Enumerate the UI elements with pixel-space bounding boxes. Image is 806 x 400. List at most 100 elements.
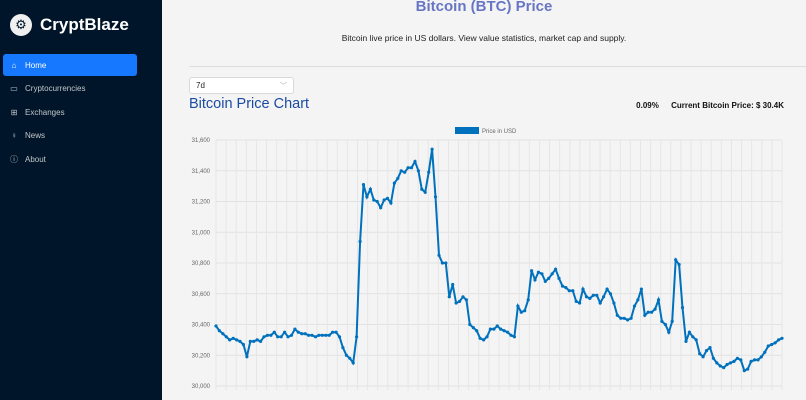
- data-point[interactable]: [728, 361, 733, 365]
- data-point[interactable]: [550, 272, 554, 276]
- data-point[interactable]: [735, 356, 740, 360]
- data-point[interactable]: [372, 198, 376, 202]
- data-point[interactable]: [499, 327, 503, 331]
- data-point[interactable]: [276, 335, 280, 339]
- data-point[interactable]: [375, 199, 379, 204]
- data-point[interactable]: [399, 169, 403, 173]
- data-point[interactable]: [348, 356, 352, 360]
- data-point[interactable]: [313, 335, 318, 339]
- data-point[interactable]: [245, 355, 249, 359]
- data-point[interactable]: [526, 298, 530, 302]
- data-point[interactable]: [608, 292, 613, 296]
- data-point[interactable]: [464, 298, 468, 302]
- data-point[interactable]: [663, 322, 667, 327]
- data-point[interactable]: [331, 330, 335, 334]
- data-point[interactable]: [224, 335, 228, 339]
- data-point[interactable]: [433, 195, 438, 199]
- data-point[interactable]: [307, 333, 311, 337]
- data-point[interactable]: [509, 333, 513, 337]
- data-point[interactable]: [523, 309, 527, 313]
- data-point[interactable]: [485, 335, 489, 339]
- data-point[interactable]: [595, 293, 599, 297]
- data-point[interactable]: [643, 313, 647, 317]
- data-point[interactable]: [344, 353, 348, 357]
- data-point[interactable]: [492, 327, 496, 331]
- data-point[interactable]: [420, 187, 424, 191]
- data-point[interactable]: [567, 289, 571, 293]
- data-point[interactable]: [636, 298, 640, 302]
- data-point[interactable]: [684, 339, 688, 343]
- data-point[interactable]: [300, 332, 304, 336]
- data-point[interactable]: [732, 359, 736, 363]
- data-point[interactable]: [759, 355, 764, 359]
- data-point[interactable]: [691, 335, 695, 339]
- data-point[interactable]: [770, 342, 774, 347]
- data-point[interactable]: [656, 298, 661, 302]
- data-point[interactable]: [475, 329, 479, 333]
- data-point[interactable]: [361, 183, 366, 187]
- data-point[interactable]: [680, 306, 685, 310]
- data-point[interactable]: [629, 316, 633, 320]
- data-point[interactable]: [725, 362, 729, 367]
- data-point[interactable]: [389, 201, 393, 205]
- data-point[interactable]: [598, 301, 602, 305]
- data-point[interactable]: [365, 195, 369, 199]
- data-point[interactable]: [482, 338, 486, 342]
- data-point[interactable]: [708, 346, 712, 350]
- data-point[interactable]: [248, 339, 252, 343]
- data-point[interactable]: [581, 287, 585, 291]
- data-point[interactable]: [238, 339, 242, 343]
- data-point[interactable]: [423, 190, 427, 194]
- data-point[interactable]: [560, 284, 565, 288]
- data-point[interactable]: [241, 342, 245, 347]
- data-point[interactable]: [653, 307, 657, 311]
- data-point[interactable]: [533, 278, 537, 282]
- data-point[interactable]: [602, 295, 606, 299]
- data-point[interactable]: [447, 295, 451, 299]
- data-point[interactable]: [303, 332, 307, 336]
- data-point[interactable]: [471, 326, 475, 330]
- sidebar-item-about[interactable]: ⓘ About: [3, 148, 137, 170]
- data-point[interactable]: [461, 295, 465, 299]
- data-point[interactable]: [385, 196, 390, 200]
- data-point[interactable]: [554, 267, 558, 271]
- data-point[interactable]: [368, 187, 372, 191]
- data-point[interactable]: [334, 330, 338, 334]
- sidebar-item-exchanges[interactable]: ⊞ Exchanges: [3, 101, 137, 123]
- data-point[interactable]: [660, 319, 664, 323]
- data-point[interactable]: [358, 239, 362, 244]
- data-point[interactable]: [409, 166, 414, 170]
- data-point[interactable]: [516, 304, 520, 308]
- data-point[interactable]: [753, 358, 757, 362]
- data-point[interactable]: [773, 341, 777, 345]
- data-point[interactable]: [543, 279, 547, 283]
- data-point[interactable]: [780, 336, 784, 340]
- data-point[interactable]: [355, 335, 359, 339]
- data-point[interactable]: [632, 304, 637, 308]
- data-point[interactable]: [694, 338, 698, 342]
- data-point[interactable]: [217, 329, 221, 333]
- data-point[interactable]: [228, 338, 232, 342]
- data-point[interactable]: [547, 276, 551, 280]
- data-point[interactable]: [564, 286, 568, 290]
- data-point[interactable]: [427, 170, 431, 174]
- data-point[interactable]: [289, 333, 294, 337]
- data-point[interactable]: [739, 358, 743, 362]
- data-point[interactable]: [413, 159, 417, 164]
- data-point[interactable]: [704, 349, 709, 353]
- data-point[interactable]: [584, 295, 589, 299]
- data-point[interactable]: [588, 296, 592, 300]
- timeperiod-select[interactable]: 7d ﹀: [189, 77, 294, 94]
- data-point[interactable]: [337, 335, 342, 339]
- data-point[interactable]: [286, 335, 290, 339]
- data-point[interactable]: [605, 287, 609, 291]
- data-point[interactable]: [766, 344, 770, 348]
- data-point[interactable]: [468, 322, 472, 327]
- data-point[interactable]: [687, 330, 692, 334]
- data-point[interactable]: [571, 289, 575, 293]
- data-point[interactable]: [540, 272, 544, 276]
- sidebar-item-home[interactable]: ⌂ Home: [3, 54, 137, 76]
- data-point[interactable]: [451, 282, 455, 287]
- data-point[interactable]: [557, 276, 561, 280]
- data-point[interactable]: [324, 333, 328, 337]
